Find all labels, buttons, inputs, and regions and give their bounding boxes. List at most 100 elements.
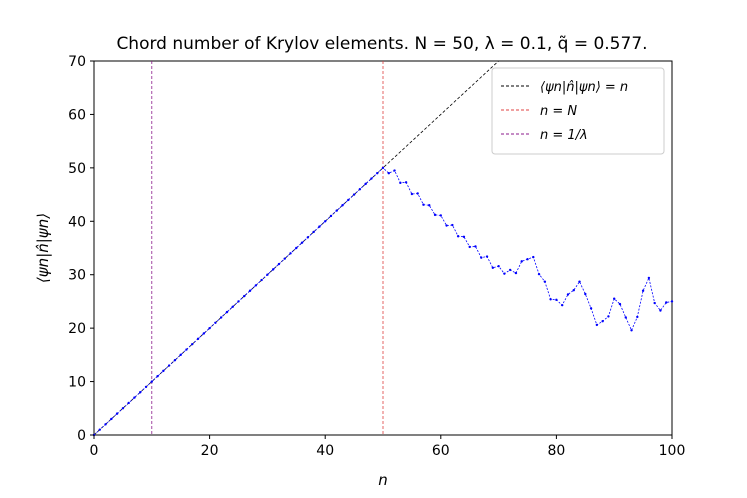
data-point <box>474 245 477 248</box>
data-point <box>358 188 362 191</box>
data-point <box>150 380 153 383</box>
data-point <box>266 273 269 276</box>
data-point <box>485 255 489 258</box>
data-point <box>352 193 356 196</box>
chart-title: Chord number of Krylov elements. N = 50,… <box>116 34 647 54</box>
data-point <box>133 396 136 399</box>
data-point <box>439 214 442 217</box>
data-point <box>318 225 321 228</box>
data-point <box>670 300 674 303</box>
y-tick-label: 30 <box>68 268 86 284</box>
legend-box <box>491 67 665 155</box>
data-point <box>537 272 541 276</box>
data-point <box>653 301 656 305</box>
data-point <box>480 256 483 259</box>
data-point <box>514 271 518 275</box>
data-point <box>202 332 206 335</box>
data-point <box>595 323 599 327</box>
x-tick-label: 20 <box>201 443 219 459</box>
plot-area <box>92 60 674 437</box>
data-point <box>532 255 535 259</box>
x-axis-label: n <box>378 471 388 489</box>
data-point <box>144 385 148 389</box>
data-point <box>231 305 234 308</box>
data-point <box>312 230 315 234</box>
x-tick-label: 40 <box>316 443 334 459</box>
data-point <box>659 309 662 312</box>
data-point <box>393 169 396 172</box>
data-point <box>451 223 454 227</box>
data-point <box>566 293 570 296</box>
data-point <box>636 315 639 319</box>
legend-items: ⟨ψn|n̂|ψn⟩ = n n = N n = 1/λ <box>501 80 628 143</box>
data-point <box>665 301 668 304</box>
data-point <box>121 407 125 410</box>
data-point <box>399 181 402 185</box>
y-tick-label: 10 <box>68 375 86 391</box>
series-layer <box>92 166 674 437</box>
data-point <box>404 181 408 184</box>
data-point <box>387 172 390 175</box>
y-tick-label: 20 <box>68 321 86 337</box>
data-point <box>433 213 437 217</box>
data-point <box>508 268 512 272</box>
data-point <box>613 297 616 300</box>
legend: ⟨ψn|n̂|ψn⟩ = n n = N n = 1/λ <box>491 67 665 155</box>
data-point <box>306 236 310 239</box>
data-point <box>127 401 130 405</box>
data-point <box>572 289 575 292</box>
data-point <box>110 417 113 421</box>
data-point <box>335 209 338 212</box>
x-axis-ticks: 0 20 40 60 80 100 <box>90 435 685 459</box>
data-point <box>410 192 414 196</box>
data-point <box>225 310 229 314</box>
data-point <box>237 300 240 303</box>
data-point <box>156 375 159 378</box>
data-point <box>381 166 385 170</box>
data-point <box>456 235 460 238</box>
data-point <box>624 316 627 319</box>
data-point <box>162 369 165 373</box>
data-point <box>196 337 200 341</box>
data-point <box>520 260 523 263</box>
x-tick-label: 80 <box>547 443 565 459</box>
data-point <box>295 246 298 250</box>
y-tick-label: 0 <box>77 428 86 444</box>
data-point <box>347 198 350 202</box>
data-point <box>376 172 379 175</box>
data-point <box>214 321 217 324</box>
data-point <box>243 294 246 298</box>
data-point <box>341 204 344 207</box>
data-point <box>191 342 194 346</box>
data-point <box>300 241 304 244</box>
y-tick-label: 50 <box>68 161 86 177</box>
data-point <box>416 192 419 195</box>
data-point <box>462 235 466 238</box>
data-point <box>491 266 495 269</box>
data-point <box>370 177 373 180</box>
data-point <box>248 289 252 292</box>
data-point <box>428 204 431 207</box>
data-point <box>115 412 119 415</box>
data-point <box>555 298 558 302</box>
data-point <box>589 307 593 310</box>
x-tick-label: 0 <box>90 443 99 459</box>
data-point <box>584 292 587 296</box>
data-point <box>526 258 529 261</box>
data-point <box>607 315 610 318</box>
data-point <box>167 364 171 367</box>
y-tick-label: 40 <box>68 214 86 230</box>
data-point <box>641 289 645 292</box>
data-point <box>104 423 107 426</box>
y-axis-label: ⟨ψn|n̂|ψn⟩ <box>34 213 52 283</box>
data-point <box>260 278 263 282</box>
data-point <box>271 268 275 271</box>
data-point <box>98 428 101 431</box>
y-axis-ticks: 0 10 20 30 40 50 60 70 <box>68 54 94 444</box>
data-point <box>289 252 292 255</box>
data-point <box>503 272 506 275</box>
data-point <box>422 203 425 206</box>
data-point <box>497 264 500 268</box>
legend-entry: n = 1/λ <box>540 128 588 143</box>
data-point <box>208 326 211 330</box>
